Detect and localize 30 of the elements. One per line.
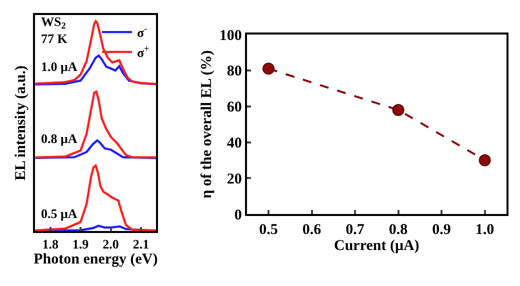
x-tick-label: 1.9 — [72, 236, 90, 252]
x-tick-label: 0.8 — [388, 222, 408, 238]
y-tick-label: 60 — [226, 100, 242, 116]
annotation: 0.5 μA — [41, 206, 78, 221]
x-tick-label: 2.0 — [102, 236, 119, 252]
x-axis-title: Current (μA) — [334, 238, 420, 254]
x-tick-label: 0.6 — [302, 222, 322, 238]
x-tick-label: 1.0 — [475, 222, 494, 238]
y-tick-label: 20 — [226, 171, 242, 188]
x-tick-label: 2.1 — [132, 236, 150, 252]
annotation: 0.8 μA — [41, 131, 78, 146]
point — [392, 104, 404, 116]
point — [478, 154, 491, 166]
legend-label: σ$^{-}$ — [136, 24, 148, 40]
annotation: 77 K — [41, 31, 68, 46]
point — [262, 62, 275, 75]
x-tick-label: 0.9 — [432, 222, 451, 238]
y-tick-label: 80 — [226, 64, 242, 80]
y-axis-title: η of the overall EL (%) — [199, 50, 216, 198]
y-tick-label: 40 — [226, 136, 242, 152]
annotation: 1.0 μA — [41, 59, 78, 74]
y-axis-title: EL intensity (a.u.) — [12, 65, 29, 181]
x-tick-label: 0.7 — [346, 222, 365, 238]
annotation: WS$_{2}$ — [41, 14, 66, 31]
legend-label: σ$^{+}$ — [136, 44, 150, 60]
x-tick-label: 0.5 — [259, 222, 278, 238]
x-axis-title: Photon energy (eV) — [34, 252, 158, 268]
y-tick-label: 100 — [219, 28, 242, 44]
y-tick-label: 0 — [234, 207, 242, 224]
x-tick-label: 1.8 — [42, 236, 59, 252]
